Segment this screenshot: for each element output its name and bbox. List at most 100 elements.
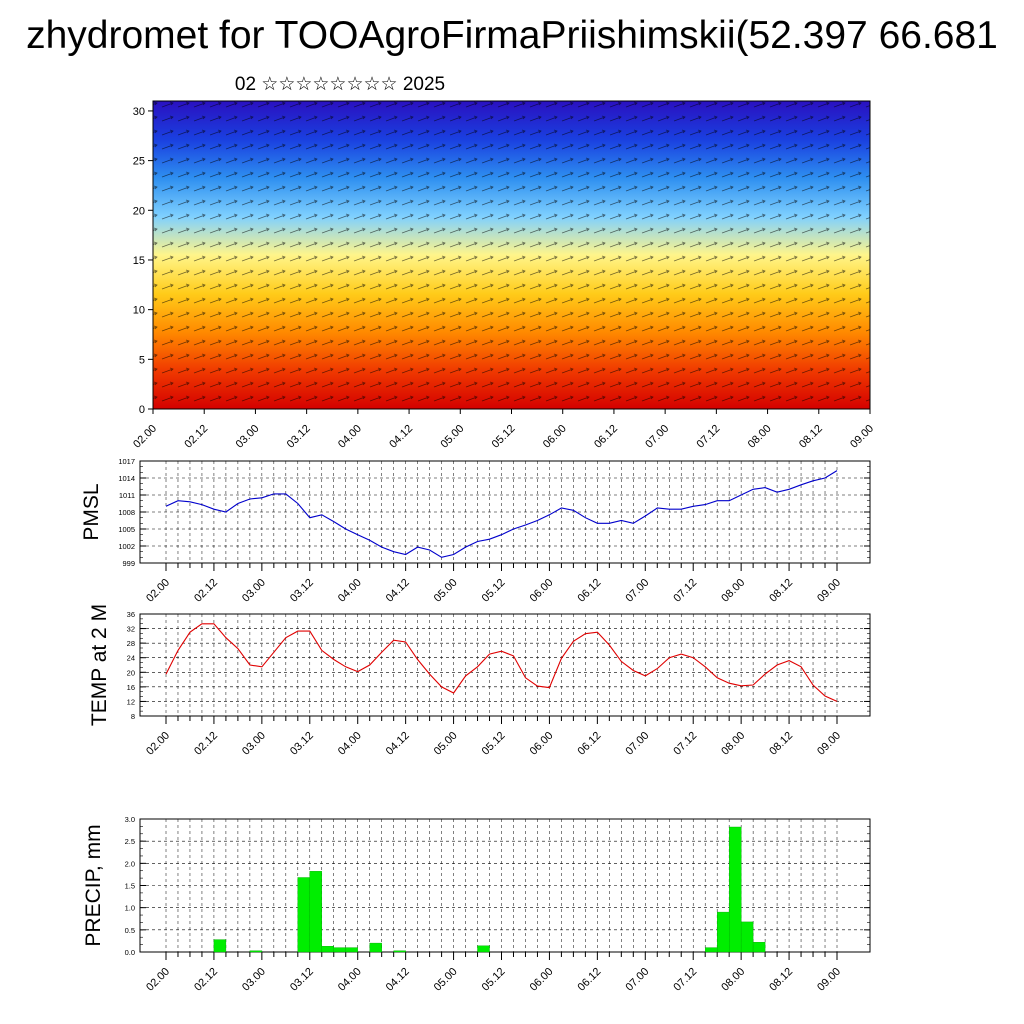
pmsl-x-tick-label: 06.12 — [576, 577, 604, 605]
heatmap-y-tick-label: 5 — [139, 354, 145, 366]
precip-x-tick-label: 07.12 — [671, 966, 699, 994]
pmsl-y-tick-label: 1011 — [119, 491, 135, 500]
precip-bar — [333, 947, 346, 953]
heatmap-x-tick-label: 09.00 — [848, 423, 876, 451]
precip-x-tick-label: 03.12 — [288, 966, 316, 994]
temp-y-tick-label: 36 — [127, 610, 135, 619]
temp-chart: 8 12 16 20 24 28 32 36 TEMP at 2 M 02.00 02.12 03.0… — [88, 604, 871, 758]
precip-bar — [369, 942, 382, 953]
page-subtitle: 02 ☆☆☆☆☆☆☆☆ 2025 — [234, 74, 446, 95]
temp-x-tick-label: 06.00 — [528, 730, 556, 758]
temp-y-tick-label: 12 — [127, 697, 135, 706]
precip-chart: 0.0 0.5 1.0 1.5 2.0 2.5 3.0 PRECIP, mm 02.00 02.1… — [82, 815, 871, 994]
precip-x-tick-label: 09.00 — [815, 966, 843, 994]
heatmap-x-tick-label: 06.00 — [541, 423, 569, 451]
pmsl-y-tick-label: 1014 — [118, 474, 135, 483]
pmsl-x-tick-label: 03.00 — [240, 577, 268, 605]
precip-x-tick-label: 04.00 — [336, 966, 364, 994]
precip-x-tick-label: 05.12 — [480, 966, 508, 994]
temp-x-tick-label: 05.12 — [480, 730, 508, 758]
pmsl-x-tick-label: 08.12 — [767, 577, 795, 605]
pmsl-x-tick-label: 05.00 — [432, 577, 460, 605]
heatmap-x-tick-label: 07.00 — [643, 423, 671, 451]
temp-y-tick-label: 24 — [127, 654, 135, 663]
temp-x-tick-label: 04.12 — [384, 730, 412, 758]
pmsl-y-axis-label: PMSL — [80, 483, 103, 540]
heatmap-y-tick-label: 10 — [133, 305, 145, 317]
heatmap-x-tick-label: 05.12 — [490, 423, 518, 451]
pmsl-x-tick-label: 03.12 — [288, 577, 316, 605]
page-title: zhydromet for TOOAgroFirmaPriishimskii(5… — [26, 14, 998, 57]
pmsl-x-tick-label: 06.00 — [528, 577, 556, 605]
temp-x-tick-label: 02.00 — [144, 730, 172, 758]
precip-bar — [752, 942, 766, 953]
precip-y-tick-label: 0.5 — [125, 926, 135, 935]
temp-x-tick-label: 08.00 — [719, 730, 747, 758]
heatmap-y-tick-label: 0 — [139, 404, 145, 416]
precip-bar — [393, 950, 406, 953]
temp-x-tick-label: 08.12 — [767, 730, 795, 758]
precip-bar — [249, 950, 263, 953]
temp-x-tick-label: 04.00 — [336, 730, 364, 758]
temp-x-tick-label: 07.12 — [671, 730, 699, 758]
pmsl-x-tick-label: 04.12 — [384, 577, 412, 605]
precip-x-tick-label: 08.12 — [767, 966, 795, 994]
precip-bar — [297, 877, 310, 953]
heatmap-x-tick-label: 03.12 — [285, 423, 313, 451]
temp-x-tick-label: 02.12 — [192, 730, 220, 758]
pmsl-y-tick-label: 1002 — [118, 542, 135, 551]
pmsl-x-tick-label: 05.12 — [480, 577, 508, 605]
heatmap-x-tick-label: 08.12 — [797, 423, 825, 451]
pmsl-y-tick-label: 1008 — [118, 508, 135, 517]
temp-x-tick-label: 09.00 — [815, 730, 843, 758]
precip-bar — [705, 947, 718, 953]
precip-bar — [321, 946, 334, 953]
heatmap-x-tick-label: 06.12 — [592, 423, 620, 451]
precip-x-tick-label: 03.00 — [240, 966, 268, 994]
temp-y-tick-label: 16 — [127, 683, 135, 692]
precip-bar — [309, 871, 322, 953]
pmsl-x-tick-label: 02.00 — [144, 577, 172, 605]
temp-x-tick-label: 03.00 — [240, 730, 268, 758]
precip-x-tick-label: 02.12 — [192, 966, 220, 994]
precip-y-tick-label: 1.0 — [125, 904, 135, 913]
temp-y-tick-label: 32 — [127, 625, 135, 634]
precip-bar — [477, 945, 490, 953]
heatmap-y-tick-label: 15 — [133, 255, 145, 267]
pmsl-x-tick-label: 04.00 — [336, 577, 364, 605]
temp-series-line — [165, 623, 838, 702]
temp-y-tick-label: 28 — [127, 639, 135, 648]
precip-bar — [345, 947, 358, 953]
temp-x-tick-label: 06.12 — [576, 730, 604, 758]
heatmap-y-tick-label: 20 — [133, 205, 145, 217]
precip-bar — [740, 921, 754, 953]
heatmap-x-tick-label: 02.00 — [131, 423, 159, 451]
pmsl-x-tick-label: 09.00 — [815, 577, 843, 605]
temp-x-tick-label: 03.12 — [288, 730, 316, 758]
pmsl-x-tick-label: 02.12 — [192, 577, 220, 605]
heatmap-x-tick-label: 05.00 — [438, 423, 466, 451]
precip-y-tick-label: 2.5 — [125, 837, 135, 846]
precip-bar — [729, 826, 742, 953]
heatmap-y-tick-label: 25 — [133, 156, 145, 168]
pmsl-series-line — [165, 470, 838, 558]
pmsl-chart: 999 1002 1005 1008 1011 1014 1017 PMSL 02.00 02.1… — [80, 457, 871, 605]
temp-y-tick-label: 8 — [131, 712, 135, 721]
precip-y-tick-label: 2.0 — [125, 859, 135, 868]
precip-y-tick-label: 3.0 — [125, 815, 135, 824]
precip-bar — [717, 911, 730, 953]
pmsl-y-tick-label: 1017 — [118, 457, 135, 466]
heatmap-x-tick-label: 03.00 — [234, 423, 262, 451]
heatmap-x-tick-label: 02.12 — [182, 423, 210, 451]
pmsl-x-tick-label: 07.12 — [671, 577, 699, 605]
precip-x-tick-label: 08.00 — [719, 966, 747, 994]
wind-vectors — [153, 101, 870, 409]
temp-y-tick-label: 20 — [127, 668, 135, 677]
temp-x-tick-label: 07.00 — [623, 730, 651, 758]
precip-x-tick-label: 02.00 — [144, 966, 172, 994]
heatmap-y-tick-label: 30 — [133, 106, 145, 118]
pmsl-x-tick-label: 08.00 — [719, 577, 747, 605]
precip-y-tick-label: 1.5 — [125, 882, 135, 891]
pmsl-x-tick-label: 07.00 — [623, 577, 651, 605]
